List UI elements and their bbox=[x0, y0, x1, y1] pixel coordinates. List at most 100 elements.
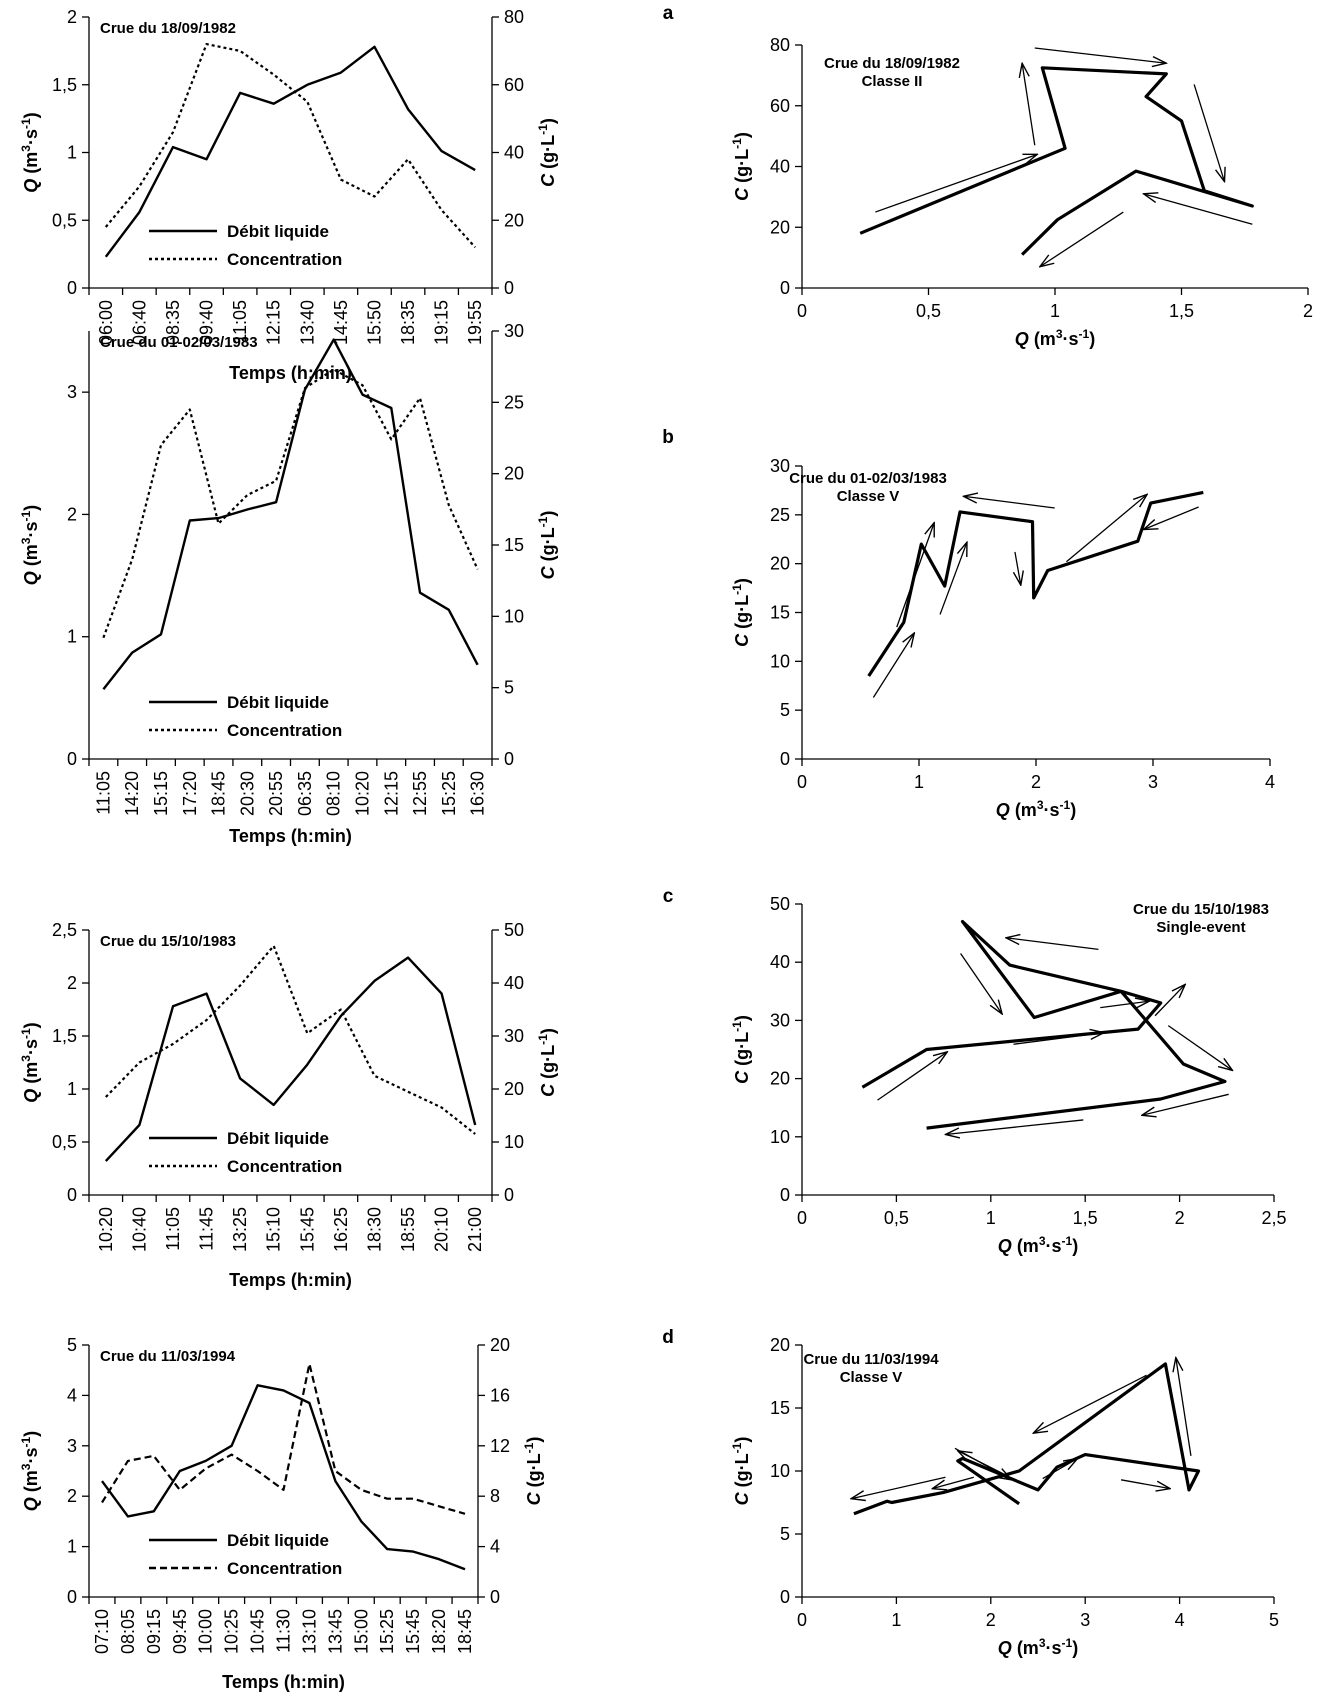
right-y-tick-label: 5 bbox=[504, 678, 514, 698]
y-tick-label: 10 bbox=[770, 1461, 790, 1481]
right-y-tick-label: 80 bbox=[504, 7, 524, 27]
x-tick-label: 15:25 bbox=[377, 1609, 397, 1654]
y-tick-label: 60 bbox=[770, 96, 790, 116]
x-tick-label: 3 bbox=[1080, 1610, 1090, 1630]
panel-label: b bbox=[662, 427, 674, 448]
direction-arrow bbox=[897, 523, 934, 628]
right-y-tick-label: 30 bbox=[504, 321, 524, 341]
y-tick-label: 50 bbox=[770, 894, 790, 914]
right-y-tick-label: 60 bbox=[504, 75, 524, 95]
y-tick-label: 30 bbox=[770, 1010, 790, 1030]
x-tick-label: 07:10 bbox=[92, 1609, 112, 1654]
right-y-tick-label: 0 bbox=[504, 278, 514, 298]
x-tick-label: 0,5 bbox=[916, 301, 941, 321]
x-tick-label: 13:40 bbox=[297, 300, 317, 345]
chart-title: Crue du 01-02/03/1983 bbox=[100, 334, 258, 351]
chart-subtitle: Classe V bbox=[840, 1369, 903, 1386]
x-axis-label: Temps (h:min) bbox=[229, 1270, 352, 1290]
chart-title: Crue du 15/10/1983 bbox=[1133, 901, 1269, 918]
x-tick-label: 0 bbox=[797, 1208, 807, 1228]
left-y-tick-label: 1 bbox=[67, 1079, 77, 1099]
x-tick-label: 20:55 bbox=[266, 771, 286, 816]
x-tick-label: 21:00 bbox=[465, 1207, 485, 1252]
y-tick-label: 0 bbox=[780, 1587, 790, 1607]
x-tick-label: 08:05 bbox=[118, 1609, 138, 1654]
y-tick-label: 0 bbox=[780, 749, 790, 769]
y-axis-label: C (g·L-1) bbox=[730, 578, 752, 647]
left-y-tick-label: 0 bbox=[67, 278, 77, 298]
x-tick-label: 18:20 bbox=[429, 1609, 449, 1654]
left-y-tick-label: 1 bbox=[67, 1537, 77, 1557]
x-tick-label: 09:45 bbox=[170, 1609, 190, 1654]
x-axis-label: Q (m3·s-1) bbox=[998, 1234, 1078, 1256]
y2-axis-label: C (g·L-1) bbox=[536, 511, 558, 580]
y-tick-label: 40 bbox=[770, 952, 790, 972]
right-y-tick-label: 25 bbox=[504, 392, 524, 412]
direction-arrow bbox=[940, 542, 967, 614]
y-tick-label: 10 bbox=[770, 1127, 790, 1147]
x-tick-label: 1 bbox=[986, 1208, 996, 1228]
chart-title: Crue du 01-02/03/1983 bbox=[789, 470, 947, 487]
y-axis-label: Q (m3·s-1) bbox=[19, 505, 41, 585]
right-y-tick-label: 0 bbox=[490, 1587, 500, 1607]
x-tick-label: 14:20 bbox=[122, 771, 142, 816]
x-tick-label: 2 bbox=[986, 1610, 996, 1630]
x-tick-label: 13:10 bbox=[299, 1609, 319, 1654]
legend-label: Concentration bbox=[227, 250, 342, 269]
chart-title: Crue du 11/03/1994 bbox=[803, 1351, 939, 1368]
x-tick-label: 19:55 bbox=[465, 300, 485, 345]
direction-arrow bbox=[1121, 1480, 1170, 1489]
left-y-tick-label: 0,5 bbox=[52, 210, 77, 230]
direction-arrow bbox=[1100, 1001, 1149, 1007]
right-y-tick-label: 20 bbox=[490, 1335, 510, 1355]
series-line-concentration bbox=[102, 1364, 465, 1514]
left-y-tick-label: 0 bbox=[67, 749, 77, 769]
y2-axis-label: C (g·L-1) bbox=[536, 118, 558, 187]
left-y-tick-label: 2,5 bbox=[52, 920, 77, 940]
x-tick-label: 15:10 bbox=[264, 1207, 284, 1252]
legend-label: Débit liquide bbox=[227, 1531, 329, 1550]
y-tick-label: 80 bbox=[770, 35, 790, 55]
x-tick-label: 16:30 bbox=[468, 771, 488, 816]
right-y-tick-label: 0 bbox=[504, 1185, 514, 1205]
left-y-tick-label: 2 bbox=[67, 7, 77, 27]
x-tick-label: 0,5 bbox=[884, 1208, 909, 1228]
y2-axis-label: C (g·L-1) bbox=[522, 1437, 544, 1506]
y-tick-label: 0 bbox=[780, 1185, 790, 1205]
x-tick-label: 0 bbox=[797, 301, 807, 321]
chart-title: Crue du 18/09/1982 bbox=[100, 20, 236, 37]
x-tick-label: 17:20 bbox=[180, 771, 200, 816]
left-y-tick-label: 1 bbox=[67, 627, 77, 647]
x-tick-label: 10:25 bbox=[222, 1609, 242, 1654]
x-tick-label: 12:55 bbox=[410, 771, 430, 816]
x-tick-label: 18:45 bbox=[209, 771, 229, 816]
x-tick-label: 11:05 bbox=[163, 1207, 183, 1251]
series-line-concentration bbox=[106, 946, 475, 1134]
right-y-tick-label: 8 bbox=[490, 1486, 500, 1506]
y-axis-label: Q (m3·s-1) bbox=[19, 1431, 41, 1511]
left-y-tick-label: 2 bbox=[67, 1486, 77, 1506]
right-y-tick-label: 12 bbox=[490, 1436, 510, 1456]
x-tick-label: 13:45 bbox=[325, 1609, 345, 1654]
x-tick-label: 5 bbox=[1269, 1610, 1279, 1630]
y-tick-label: 15 bbox=[770, 603, 790, 623]
x-tick-label: 2 bbox=[1175, 1208, 1185, 1228]
x-tick-label: 12:15 bbox=[264, 300, 284, 345]
x-tick-label: 06:35 bbox=[295, 771, 315, 816]
x-tick-label: 10:20 bbox=[352, 771, 372, 816]
x-tick-label: 10:20 bbox=[96, 1207, 116, 1252]
direction-arrow bbox=[963, 496, 1054, 508]
x-axis-label: Q (m3·s-1) bbox=[1015, 327, 1095, 349]
right-y-tick-label: 0 bbox=[504, 749, 514, 769]
x-tick-label: 13:25 bbox=[230, 1207, 250, 1252]
direction-arrow bbox=[1006, 938, 1099, 950]
x-tick-label: 15:45 bbox=[403, 1609, 423, 1654]
x-tick-label: 18:45 bbox=[455, 1609, 475, 1654]
x-tick-label: 1,5 bbox=[1073, 1208, 1098, 1228]
y-tick-label: 20 bbox=[770, 1335, 790, 1355]
x-tick-label: 4 bbox=[1175, 1610, 1185, 1630]
x-tick-label: 2,5 bbox=[1261, 1208, 1286, 1228]
x-tick-label: 1 bbox=[1050, 301, 1060, 321]
